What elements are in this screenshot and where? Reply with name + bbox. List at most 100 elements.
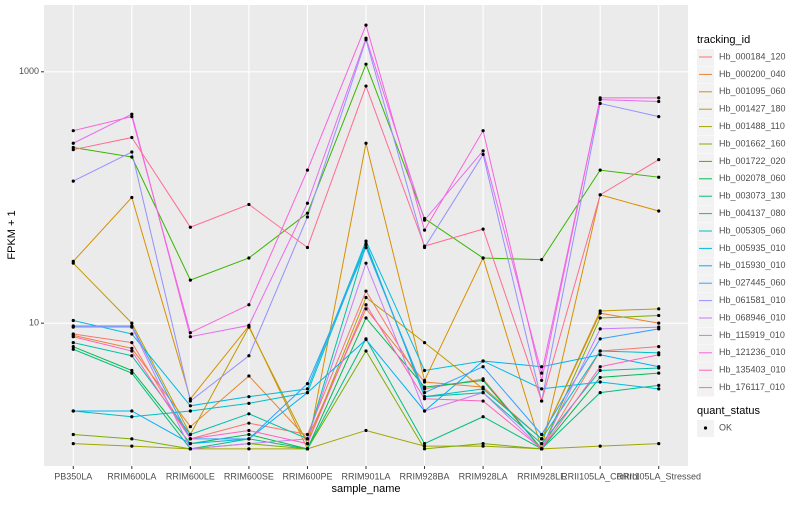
data-point bbox=[305, 211, 310, 215]
data-point bbox=[422, 444, 427, 448]
data-point bbox=[657, 365, 661, 369]
y-tick-label: 10 bbox=[29, 318, 39, 328]
data-point bbox=[247, 202, 251, 207]
data-point bbox=[188, 331, 192, 335]
data-point bbox=[247, 437, 251, 441]
data-point bbox=[247, 374, 251, 378]
legend-title: tracking_id bbox=[697, 34, 750, 46]
data-point bbox=[188, 225, 192, 229]
data-point bbox=[657, 383, 661, 387]
data-point bbox=[188, 409, 192, 413]
data-point bbox=[364, 349, 368, 353]
data-point bbox=[657, 371, 661, 375]
data-point bbox=[247, 303, 251, 307]
data-point bbox=[188, 425, 192, 429]
data-point bbox=[188, 442, 192, 446]
data-point bbox=[598, 309, 602, 313]
data-point bbox=[540, 258, 544, 262]
data-point bbox=[540, 437, 544, 441]
data-point bbox=[364, 23, 368, 27]
data-point bbox=[481, 399, 485, 403]
data-point bbox=[598, 193, 602, 197]
data-point bbox=[540, 387, 544, 391]
data-point bbox=[188, 404, 192, 408]
data-point bbox=[481, 387, 485, 391]
x-tick-label: RRIM600PE bbox=[282, 471, 332, 481]
data-point bbox=[598, 353, 602, 357]
data-point bbox=[130, 346, 134, 350]
data-point bbox=[71, 325, 75, 329]
legend-label: Hb_001427_180 bbox=[719, 104, 786, 114]
data-point bbox=[130, 415, 134, 419]
data-point bbox=[188, 432, 192, 437]
data-point bbox=[130, 155, 134, 159]
data-point bbox=[540, 399, 544, 403]
data-point bbox=[71, 347, 75, 351]
data-point bbox=[598, 349, 602, 353]
data-point bbox=[305, 168, 310, 172]
data-point bbox=[130, 332, 134, 336]
data-point bbox=[364, 84, 368, 88]
data-point bbox=[130, 409, 134, 413]
data-point bbox=[598, 168, 602, 172]
data-point bbox=[188, 335, 192, 339]
data-point bbox=[130, 321, 134, 325]
x-tick-label: RRIM928LA bbox=[459, 471, 508, 481]
data-point bbox=[422, 447, 427, 451]
data-point bbox=[657, 387, 661, 391]
data-point bbox=[130, 325, 134, 329]
data-point bbox=[130, 150, 134, 154]
data-point bbox=[598, 365, 602, 369]
data-point bbox=[657, 321, 661, 325]
data-point bbox=[130, 112, 134, 116]
data-point bbox=[247, 421, 251, 425]
data-point bbox=[657, 158, 661, 162]
data-point bbox=[540, 447, 544, 451]
data-point bbox=[305, 442, 310, 446]
data-point bbox=[71, 179, 75, 183]
data-point bbox=[247, 395, 251, 399]
legend-label: Hb_061581_010 bbox=[719, 295, 786, 305]
data-point bbox=[364, 303, 368, 307]
legend-label: Hb_002078_060 bbox=[719, 173, 786, 183]
data-point bbox=[598, 337, 602, 341]
legend-label: Hb_005305_060 bbox=[719, 225, 786, 235]
data-point bbox=[657, 313, 661, 318]
data-point bbox=[188, 437, 192, 441]
data-point bbox=[71, 141, 75, 145]
data-point bbox=[364, 241, 368, 246]
data-point bbox=[657, 209, 661, 213]
data-point bbox=[130, 444, 134, 448]
data-point bbox=[481, 442, 485, 446]
data-point bbox=[130, 349, 134, 353]
data-point bbox=[71, 261, 75, 265]
data-point bbox=[130, 354, 134, 358]
data-point bbox=[481, 149, 485, 153]
data-point bbox=[130, 195, 134, 200]
legend-label: Hb_068946_010 bbox=[719, 312, 786, 322]
data-point bbox=[422, 385, 427, 389]
legend-key bbox=[697, 118, 714, 136]
data-point bbox=[247, 432, 251, 437]
data-point bbox=[130, 371, 134, 375]
data-point bbox=[364, 295, 368, 300]
data-point bbox=[71, 129, 75, 133]
data-point bbox=[130, 437, 134, 441]
data-point bbox=[247, 447, 251, 451]
data-point bbox=[422, 442, 427, 446]
data-point bbox=[71, 148, 75, 152]
data-point bbox=[422, 409, 427, 413]
legend-label: Hb_027445_060 bbox=[719, 278, 786, 288]
data-point bbox=[305, 215, 310, 219]
data-point bbox=[364, 141, 368, 145]
data-point bbox=[657, 175, 661, 179]
data-point bbox=[657, 442, 661, 446]
data-point bbox=[305, 387, 310, 391]
data-point bbox=[481, 365, 485, 369]
legend-label: Hb_001488_110 bbox=[719, 121, 785, 131]
data-point bbox=[481, 227, 485, 231]
data-point bbox=[188, 278, 192, 282]
x-tick-label: RRIM600SE bbox=[224, 471, 274, 481]
data-point bbox=[71, 318, 75, 323]
